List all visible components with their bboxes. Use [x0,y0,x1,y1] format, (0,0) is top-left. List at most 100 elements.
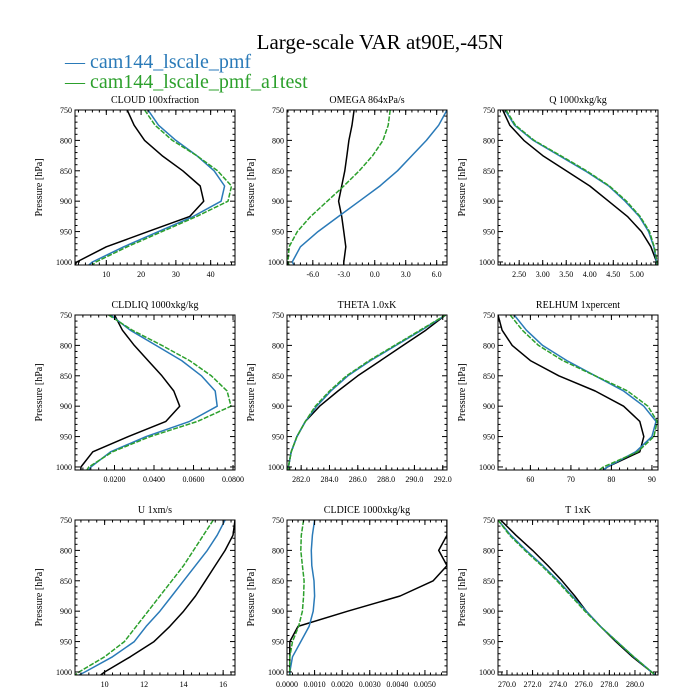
y-tick-label: 1000 [479,463,495,472]
series-group [498,520,656,675]
x-tick-label: 292.0 [434,475,452,484]
y-tick-label: 800 [272,136,284,145]
panel-title: CLOUD 100xfraction [111,95,199,106]
x-tick-label: 60 [526,475,534,484]
y-tick-label: 950 [60,638,72,647]
panel-5: THETA 1.0xK Pressure [hPa] 750 800 850 900 950… [246,300,452,484]
y-tick-label: 1000 [479,258,495,267]
x-tick-label: 0.0020 [331,680,353,689]
series-group [502,110,658,265]
y-tick-label: 750 [60,516,72,525]
series-line-control [80,315,181,470]
y-tick-label: 750 [483,106,495,115]
y-tick-label: 900 [272,197,284,206]
x-tick-label: 0.0030 [359,680,381,689]
x-tick-label: 10 [102,270,110,279]
y-tick-label: 750 [60,311,72,320]
y-tick-label: 850 [60,372,72,381]
y-tick-label: 900 [272,607,284,616]
x-tick-label: 20 [137,270,145,279]
plot-frame [74,314,236,471]
y-tick-label: 900 [60,402,72,411]
panel-3: Q 1000xkg/kg Pressure [hPa] 750 800 850 900 95… [457,95,659,279]
y-tick-label: 850 [272,167,284,176]
y-tick-label: 950 [272,228,284,237]
y-axis-label: Pressure [hPa] [246,363,257,421]
x-tick-label: 2.50 [512,270,526,279]
y-tick-label: 800 [60,341,72,350]
panel-2: OMEGA 864xPa/s Pressure [hPa] 750 800 850 900… [246,95,448,279]
y-tick-label: 900 [483,197,495,206]
y-tick-label: 800 [272,341,284,350]
plot-frame [286,519,448,676]
x-tick-label: 0.0 [370,270,380,279]
plot-frame [74,109,236,266]
y-tick-label: 950 [60,433,72,442]
x-tick-label: 5.00 [630,270,644,279]
series-line-pmf [289,520,316,675]
x-tick-label: 286.0 [349,475,367,484]
y-tick-label: 750 [60,106,72,115]
series-group [498,315,658,470]
y-tick-label: 800 [483,546,495,555]
y-tick-label: 850 [272,372,284,381]
series-group [75,110,233,265]
series-line-pmf-a1test [509,315,658,470]
panel-title: Q 1000xkg/kg [549,95,607,106]
x-tick-label: 284.0 [320,475,338,484]
legend-entry-2-mark: — [64,71,90,93]
legend-entry-2: — cam144_lscale_pmf_a1test [64,71,308,93]
series-line-pmf [504,110,658,265]
legend-entry-1-mark: — [64,51,90,73]
x-tick-label: -3.0 [337,270,350,279]
y-tick-label: 1000 [56,258,72,267]
series-line-pmf-a1test [287,315,446,470]
x-tick-label: 4.50 [606,270,620,279]
y-axis-label: Pressure [hPa] [246,158,257,216]
y-tick-label: 900 [60,197,72,206]
series-group [289,520,447,675]
series-group [287,315,447,470]
y-tick-label: 950 [483,228,495,237]
x-tick-label: 3.50 [559,270,573,279]
x-tick-label: 90 [648,475,656,484]
plot-frame [286,109,448,266]
series-line-pmf [513,315,657,470]
x-tick-label: 3.00 [536,270,550,279]
x-tick-label: 10 [101,680,109,689]
y-axis-label: Pressure [hPa] [457,363,468,421]
y-tick-label: 900 [483,607,495,616]
y-axis-label: Pressure [hPa] [457,568,468,626]
x-tick-label: 6.0 [432,270,442,279]
panel-title: CLDLIQ 1000xkg/kg [112,300,199,311]
series-line-control [75,110,205,265]
panel-6: RELHUM 1xpercent Pressure [hPa] 750 800 850 9… [457,300,659,484]
y-tick-label: 800 [483,136,495,145]
plot-frame [497,109,659,266]
y-tick-label: 750 [272,106,284,115]
y-tick-label: 850 [483,372,495,381]
y-tick-label: 750 [272,516,284,525]
panel-title: OMEGA 864xPa/s [329,95,404,106]
x-tick-label: 278.0 [600,680,618,689]
y-tick-label: 850 [60,167,72,176]
y-tick-label: 1000 [268,668,284,677]
y-tick-label: 1000 [479,668,495,677]
y-tick-label: 1000 [56,668,72,677]
y-tick-label: 850 [483,577,495,586]
panel-title: U 1xm/s [138,505,172,516]
x-tick-label: 290.0 [405,475,423,484]
x-tick-label: 70 [567,475,575,484]
y-tick-label: 750 [272,311,284,320]
y-tick-label: 800 [272,546,284,555]
x-tick-label: 14 [180,680,188,689]
y-tick-label: 950 [272,638,284,647]
y-tick-label: 750 [483,311,495,320]
y-tick-label: 850 [272,577,284,586]
series-line-control [289,520,447,675]
figure-title: Large-scale VAR at90E,-45N [257,30,504,54]
y-tick-label: 750 [483,516,495,525]
series-line-control [100,520,235,675]
x-tick-label: 16 [219,680,227,689]
